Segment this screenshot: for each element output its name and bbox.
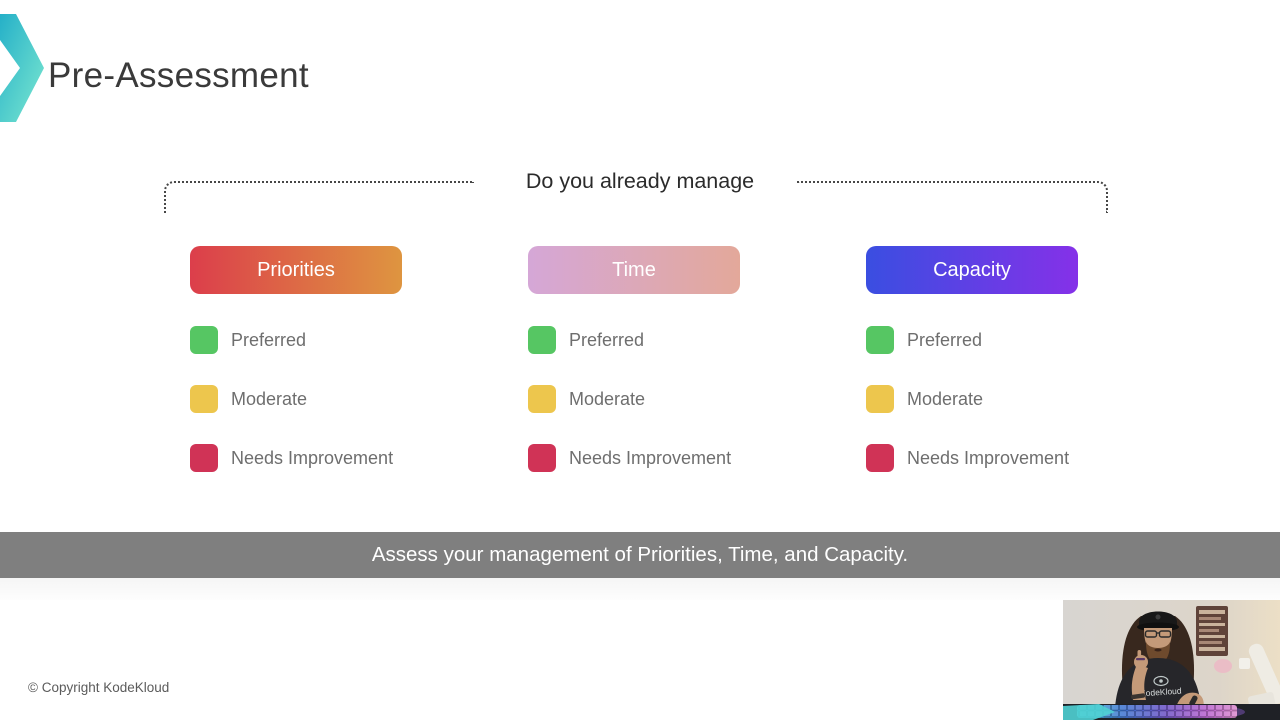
category-button-capacity[interactable]: Capacity	[866, 246, 1078, 294]
legend-row-needs-improvement: Needs Improvement	[528, 444, 740, 472]
status-swatch-needs-improvement-icon	[528, 444, 556, 472]
shirt-logo-icon	[1153, 675, 1169, 687]
legend-label: Moderate	[907, 388, 984, 409]
legend-label: Moderate	[231, 388, 308, 409]
status-swatch-needs-improvement-icon	[190, 444, 218, 472]
column-time: Time Preferred Moderate Needs Improvemen…	[528, 246, 740, 472]
legend-row-preferred: Preferred	[528, 326, 740, 354]
legend-row-moderate: Moderate	[866, 385, 1078, 413]
legend-row-needs-improvement: Needs Improvement	[190, 444, 402, 472]
legend-label: Moderate	[569, 388, 646, 409]
legend-row-needs-improvement: Needs Improvement	[866, 444, 1078, 472]
legend-label: Preferred	[907, 329, 983, 350]
caption-bar: Assess your management of Priorities, Ti…	[0, 532, 1280, 578]
legend-row-preferred: Preferred	[190, 326, 402, 354]
dotted-bracket-left	[164, 181, 474, 213]
legend-label: Preferred	[231, 329, 307, 350]
legend-priorities: Preferred Moderate Needs Improvement	[190, 326, 402, 472]
shirt-text: KodeKloud	[1140, 686, 1182, 699]
presenter: KodeKloud	[1115, 611, 1204, 717]
question-heading: Do you already manage	[525, 169, 755, 193]
caption-bar-shadow	[0, 578, 1280, 600]
status-swatch-moderate-icon	[866, 385, 894, 413]
copyright-text: © Copyright KodeKloud	[28, 680, 170, 695]
status-swatch-moderate-icon	[528, 385, 556, 413]
column-capacity: Capacity Preferred Moderate Needs Improv…	[866, 246, 1078, 472]
status-swatch-preferred-icon	[190, 326, 218, 354]
webcam-video: KodeKloud	[1063, 600, 1280, 720]
page-title: Pre-Assessment	[48, 56, 309, 95]
category-button-priorities[interactable]: Priorities	[190, 246, 402, 294]
caption-text: Assess your management of Priorities, Ti…	[371, 543, 909, 566]
legend-capacity: Preferred Moderate Needs Improvement	[866, 326, 1078, 472]
legend-label: Needs Improvement	[907, 447, 1070, 468]
teal-desk-item	[1063, 704, 1115, 720]
legend-row-moderate: Moderate	[528, 385, 740, 413]
status-swatch-needs-improvement-icon	[866, 444, 894, 472]
wall-poster	[1196, 606, 1228, 656]
legend-label: Needs Improvement	[569, 447, 732, 468]
raised-hand	[1131, 650, 1148, 700]
kodekloud-logo-icon	[0, 14, 44, 122]
status-swatch-preferred-icon	[528, 326, 556, 354]
category-button-time[interactable]: Time	[528, 246, 740, 294]
column-priorities: Priorities Preferred Moderate Needs Impr…	[190, 246, 402, 472]
webcam-overlay: KodeKloud	[1063, 600, 1280, 720]
beard	[1146, 642, 1170, 663]
glasses	[1144, 630, 1172, 638]
status-swatch-moderate-icon	[190, 385, 218, 413]
pink-object	[1214, 659, 1232, 673]
rgb-keyboard	[1077, 705, 1237, 718]
legend-label: Preferred	[569, 329, 645, 350]
legend-label: Needs Improvement	[231, 447, 394, 468]
face	[1144, 628, 1172, 652]
status-swatch-preferred-icon	[866, 326, 894, 354]
legend-row-preferred: Preferred	[866, 326, 1078, 354]
dotted-bracket-right	[797, 181, 1108, 213]
legend-time: Preferred Moderate Needs Improvement	[528, 326, 740, 472]
legend-row-moderate: Moderate	[190, 385, 402, 413]
